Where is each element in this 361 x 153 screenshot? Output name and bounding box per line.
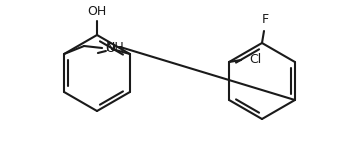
Text: O: O (105, 41, 115, 54)
Text: OH: OH (87, 5, 106, 18)
Text: Cl: Cl (249, 52, 261, 65)
Text: F: F (261, 13, 269, 26)
Text: NH: NH (106, 41, 125, 54)
